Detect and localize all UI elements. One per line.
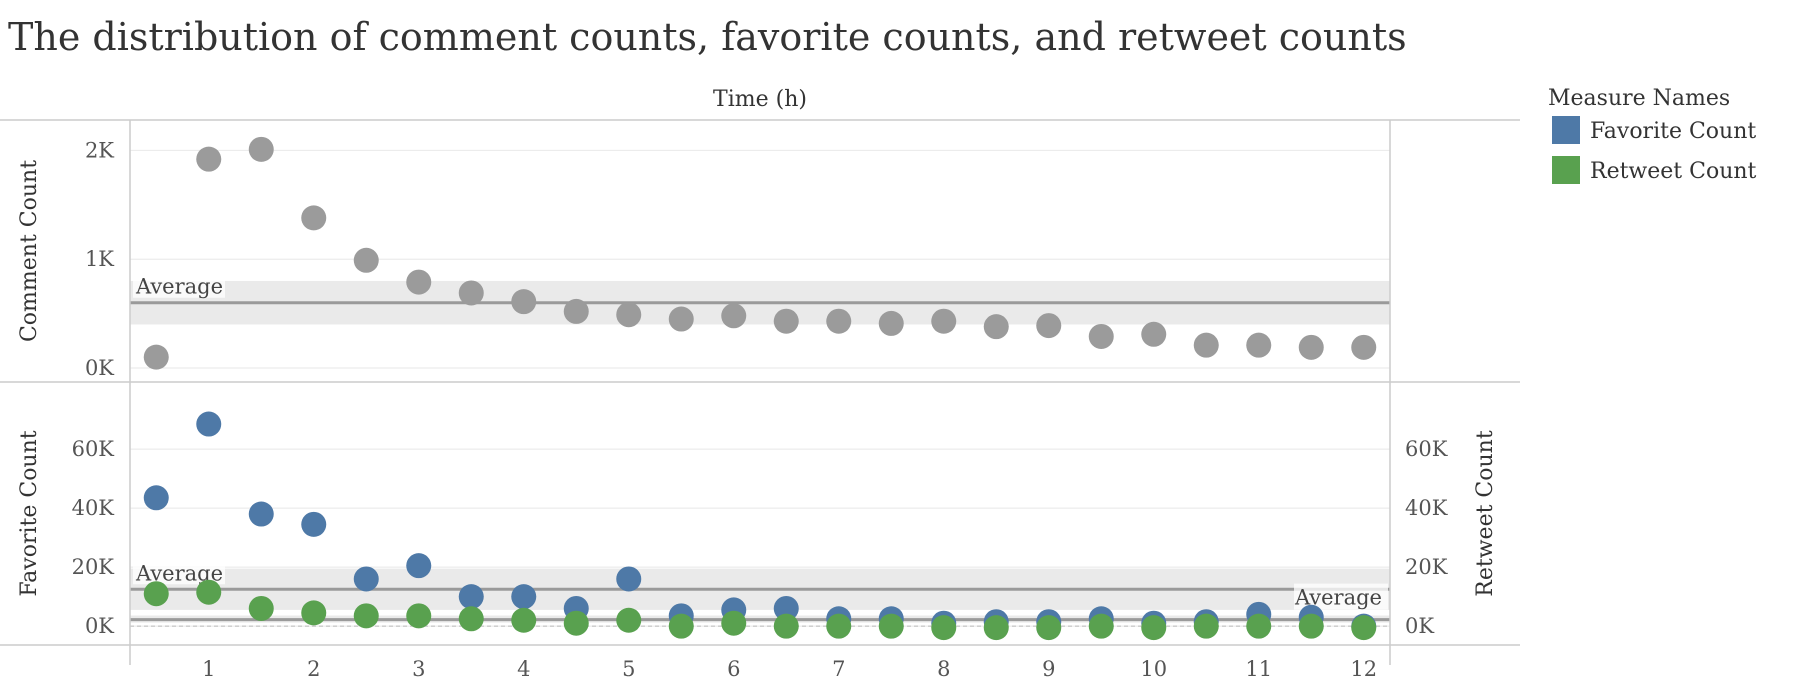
data-point: [1088, 323, 1114, 349]
y-tick-label: 2K: [85, 138, 114, 162]
legend-swatch: [1552, 156, 1580, 184]
data-point: [301, 600, 327, 626]
data-point: [143, 485, 169, 511]
x-tick-label: 1: [202, 657, 215, 680]
data-point: [406, 603, 432, 629]
data-point: [878, 613, 904, 639]
data-point: [143, 344, 169, 370]
data-point: [353, 603, 379, 629]
data-point: [406, 269, 432, 295]
legend-label: Retweet Count: [1590, 159, 1757, 184]
x-tick-label: 10: [1140, 657, 1167, 680]
data-point: [143, 581, 169, 607]
x-tick-label: 6: [727, 657, 740, 680]
average-label-bg: [133, 271, 225, 298]
data-point: [1246, 613, 1272, 639]
data-point: [668, 306, 694, 332]
data-point: [1036, 615, 1062, 641]
data-point: [353, 566, 379, 592]
data-point: [1036, 313, 1062, 339]
data-point: [458, 584, 484, 610]
data-point: [458, 606, 484, 632]
y-tick-label: 20K: [72, 555, 115, 579]
data-point: [563, 298, 589, 324]
data-point: [773, 595, 799, 621]
data-point: [353, 247, 379, 273]
data-point: [1193, 613, 1219, 639]
y-tick-label: 0K: [85, 356, 114, 380]
data-point: [248, 136, 274, 162]
data-point: [616, 607, 642, 633]
data-point: [826, 308, 852, 334]
data-point: [511, 607, 537, 633]
data-point: [773, 613, 799, 639]
y-axis-title: Favorite Count: [17, 430, 42, 596]
x-tick-label: 11: [1245, 657, 1272, 680]
data-point: [301, 511, 327, 537]
average-label: Average: [135, 275, 223, 299]
data-point: [931, 615, 957, 641]
legend-label: Favorite Count: [1590, 119, 1756, 144]
data-point: [248, 595, 274, 621]
data-point: [511, 584, 537, 610]
data-point: [1351, 615, 1377, 641]
data-point: [1088, 613, 1114, 639]
data-point: [1193, 332, 1219, 358]
x-tick-label: 9: [1042, 657, 1055, 680]
x-tick-label: 4: [517, 657, 530, 680]
data-point: [1351, 334, 1377, 360]
data-point: [1141, 615, 1167, 641]
data-point: [406, 553, 432, 579]
data-point: [826, 613, 852, 639]
data-point: [983, 314, 1009, 340]
y-tick-label: 60K: [72, 437, 115, 461]
data-point: [1246, 332, 1272, 358]
data-point: [1298, 613, 1324, 639]
chart-title: The distribution of comment counts, favo…: [8, 15, 1407, 59]
data-point: [458, 280, 484, 306]
legend-swatch: [1552, 116, 1580, 144]
x-tick-label: 12: [1350, 657, 1377, 680]
data-point: [196, 579, 222, 605]
data-point: [248, 501, 274, 527]
data-point: [616, 566, 642, 592]
y-axis-title: Comment Count: [17, 160, 42, 342]
x-tick-label: 3: [412, 657, 425, 680]
data-point: [983, 615, 1009, 641]
data-point: [773, 308, 799, 334]
y-tick-label: 1K: [85, 247, 114, 271]
y-tick-label-right: 60K: [1405, 437, 1448, 461]
data-point: [721, 303, 747, 329]
data-point: [1141, 321, 1167, 347]
data-point: [931, 308, 957, 334]
data-point: [301, 205, 327, 231]
data-point: [511, 289, 537, 315]
x-tick-label: 8: [937, 657, 950, 680]
x-tick-label: 5: [622, 657, 635, 680]
data-point: [668, 613, 694, 639]
data-point: [196, 146, 222, 172]
y-axis-title-right: Retweet Count: [1473, 430, 1498, 597]
data-point: [1298, 334, 1324, 360]
y-tick-label: 0K: [85, 614, 114, 638]
data-point: [563, 610, 589, 636]
y-tick-label: 40K: [72, 496, 115, 520]
x-tick-label: 7: [832, 657, 845, 680]
y-tick-label-right: 0K: [1405, 614, 1434, 638]
y-tick-label-right: 40K: [1405, 496, 1448, 520]
x-axis-title: Time (h): [713, 87, 807, 112]
data-point: [721, 610, 747, 636]
y-tick-label-right: 20K: [1405, 555, 1448, 579]
data-point: [878, 310, 904, 336]
data-point: [616, 302, 642, 328]
legend-title: Measure Names: [1548, 86, 1730, 111]
x-tick-label: 2: [307, 657, 320, 680]
data-point: [196, 411, 222, 437]
